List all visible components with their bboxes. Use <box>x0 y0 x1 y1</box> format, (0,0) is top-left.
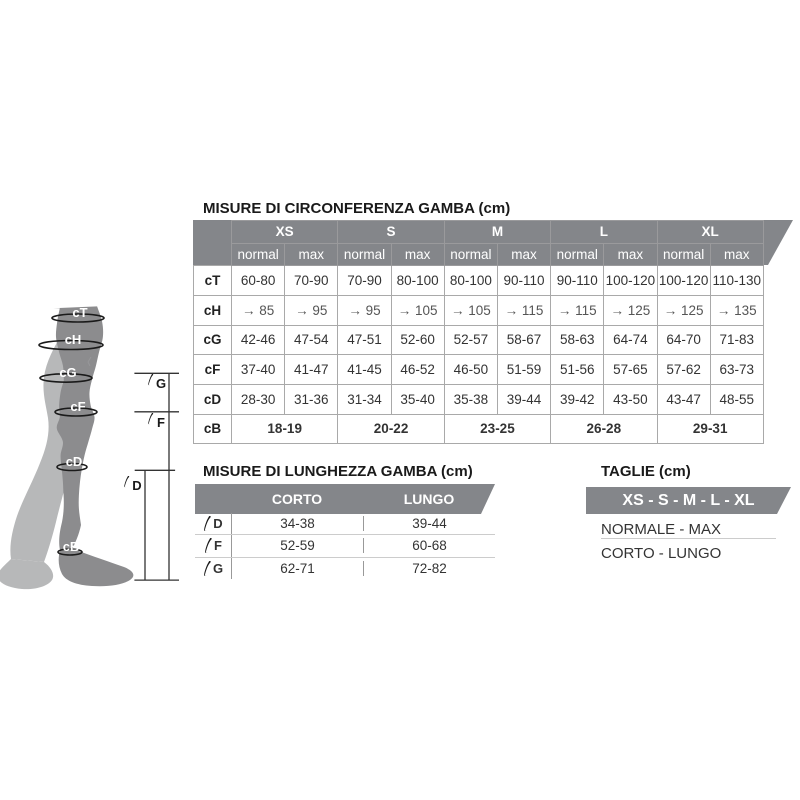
svg-text:G: G <box>156 376 166 391</box>
svg-text:cF: cF <box>70 399 85 414</box>
svg-text:F: F <box>157 415 165 430</box>
svg-text:cG: cG <box>59 365 76 380</box>
svg-text:cT: cT <box>72 305 87 320</box>
svg-text:cB: cB <box>63 539 80 554</box>
svg-text:D: D <box>132 478 141 493</box>
svg-text:cH: cH <box>65 332 82 347</box>
svg-text:cD: cD <box>66 454 83 469</box>
